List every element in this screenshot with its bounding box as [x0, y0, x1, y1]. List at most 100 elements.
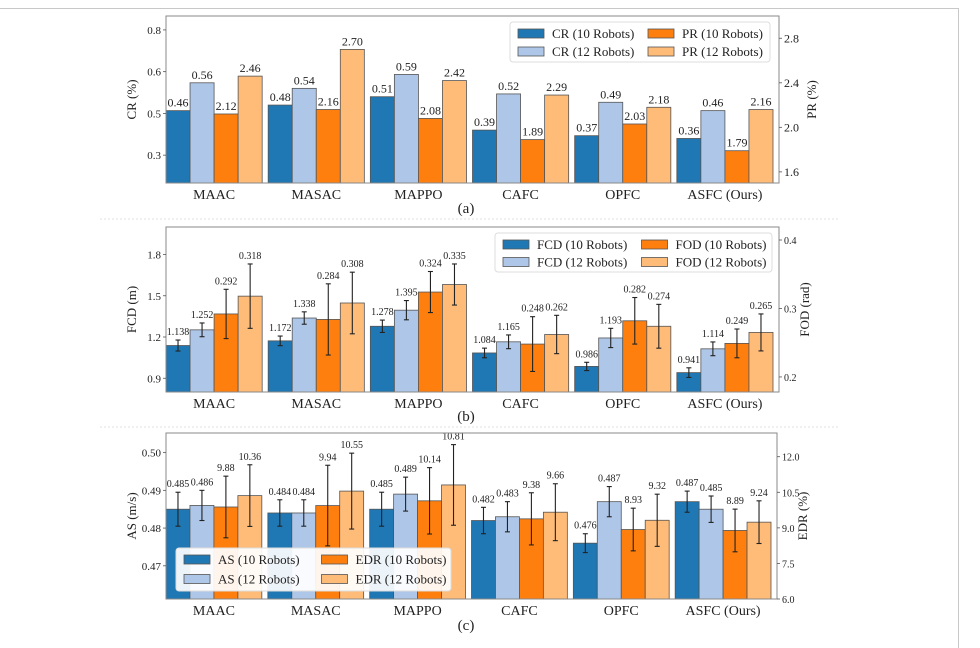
legend: AS (10 Robots) AS (12 Robots) EDR (10 Robo…: [175, 547, 452, 592]
data-label: 0.486: [191, 477, 214, 488]
x-tick-label: MAPPO: [393, 604, 441, 619]
x-tick-label: MAAC: [193, 604, 235, 619]
y-axis-label: FCD (m): [124, 286, 139, 333]
data-label: 0.487: [598, 474, 621, 485]
x-tick-label: OPFC: [605, 397, 640, 412]
y-axis-label: AS (m/s): [124, 492, 139, 539]
legend-swatch: [647, 28, 675, 39]
data-label: 0.483: [496, 489, 519, 500]
bar-a-s3-c4: [646, 106, 672, 184]
x-tick-label: CAFC: [502, 188, 539, 203]
bar-b-s1-c2: [393, 309, 419, 393]
bar-c-s0-c5: [674, 501, 700, 600]
data-label: 2.42: [444, 66, 465, 80]
bar-b-s1-c3: [496, 341, 521, 393]
data-label: 0.489: [394, 464, 417, 475]
data-label: 2.16: [318, 95, 339, 109]
data-label: 0.39: [474, 115, 495, 129]
bar-a-s0-c1: [267, 104, 293, 184]
x-tick-label: MAAC: [193, 188, 235, 203]
bar-b-s0-c3: [472, 352, 497, 393]
data-label: 2.29: [546, 80, 567, 94]
data-label: 0.482: [472, 494, 495, 505]
bar-b-s1-c0: [189, 329, 215, 393]
chart-panel-a: 0.46 0.480.510.39 0.37 0.360.56 0.540.590.52…: [124, 15, 819, 217]
bar-b-s0-c1: [267, 340, 293, 393]
data-label: 0.485: [167, 479, 190, 490]
y2-tick-label: 12.0: [782, 453, 800, 464]
bar-a-s0-c3: [472, 129, 497, 184]
data-label: 2.03: [624, 109, 645, 123]
data-label: 10.81: [442, 432, 465, 443]
bar-a-s2-c1: [315, 109, 341, 184]
legend-swatch: [502, 239, 530, 250]
data-label: 1.165: [497, 322, 520, 333]
x-tick-label: MAPPO: [394, 397, 442, 412]
legend-swatch: [641, 239, 668, 250]
data-label: 0.274: [648, 291, 671, 302]
data-label: 9.38: [523, 480, 541, 491]
data-label: 0.265: [750, 301, 773, 312]
y2-tick-label: 7.5: [782, 559, 795, 570]
x-tick-label: MASAC: [291, 604, 341, 619]
data-label: 0.249: [726, 316, 749, 327]
legend-box: [509, 21, 771, 63]
legend-swatch: [502, 257, 530, 267]
y2-axis-label: FOD (rad): [797, 282, 812, 337]
data-label: 9.94: [319, 452, 337, 463]
bar-a-s3-c3: [544, 94, 570, 184]
y2-tick-label: 0.2: [784, 373, 797, 384]
bar-a-s1-c1: [291, 87, 317, 184]
data-label: 9.66: [547, 471, 565, 482]
data-label: 0.487: [676, 478, 699, 489]
data-label: 0.56: [192, 68, 213, 82]
y2-tick-label: 0.3: [784, 304, 797, 315]
bar-a-s0-c4: [574, 135, 600, 184]
x-tick-label: MAPPO: [394, 188, 442, 203]
legend-swatch: [641, 257, 668, 267]
y2-tick-label: 9.0: [782, 524, 795, 535]
bar-a-s3-c2: [442, 80, 467, 184]
legend-label: AS (10 Robots): [218, 552, 300, 567]
legend-label: FCD (10 Robots): [537, 237, 627, 252]
data-label: 0.941: [678, 355, 701, 366]
legend-swatch: [517, 28, 545, 39]
data-label: 1.89: [522, 125, 543, 139]
legend-swatch: [321, 574, 348, 584]
legend-label: AS (12 Robots): [218, 572, 300, 587]
bar-a-s0-c5: [676, 138, 702, 184]
legend-label: EDR (12 Robots): [356, 572, 447, 587]
bar-a-s1-c0: [189, 82, 215, 184]
data-label: 0.36: [678, 123, 699, 137]
bar-a-s1-c5: [700, 110, 726, 184]
data-label: 2.12: [216, 99, 237, 113]
legend-swatch: [183, 574, 211, 584]
legend-box: [175, 547, 452, 592]
data-label: 2.46: [240, 61, 261, 75]
data-label: 1.172: [269, 323, 292, 334]
axes-frame: [165, 226, 780, 393]
y-tick-label: 0.9: [147, 373, 161, 385]
y-tick-label: 0.47: [142, 561, 162, 573]
data-label: 8.93: [624, 495, 642, 506]
y2-tick-label: 0.4: [784, 236, 797, 247]
data-label: 1.338: [293, 299, 316, 310]
data-label: 0.324: [419, 259, 442, 270]
y-tick-label: 0.6: [147, 67, 161, 79]
y-tick-label: 0.48: [142, 523, 162, 535]
data-label: 0.248: [521, 304, 544, 315]
data-label: 10.55: [340, 440, 363, 451]
data-label: 0.49: [600, 87, 621, 101]
x-tick-label: ASFC (Ours): [687, 397, 762, 412]
x-tick-label: OPFC: [605, 188, 640, 203]
axes-frame: [165, 432, 778, 600]
data-label: 2.18: [648, 92, 669, 106]
y2-tick-label: 10.5: [782, 488, 800, 499]
bar-b-s1-c1: [291, 317, 317, 393]
data-label: 0.284: [317, 271, 340, 282]
legend-label: CR (12 Robots): [552, 44, 634, 59]
y-axis-label: CR (%): [124, 79, 139, 119]
data-label: 2.70: [342, 34, 363, 48]
data-label: 9.88: [217, 463, 235, 474]
